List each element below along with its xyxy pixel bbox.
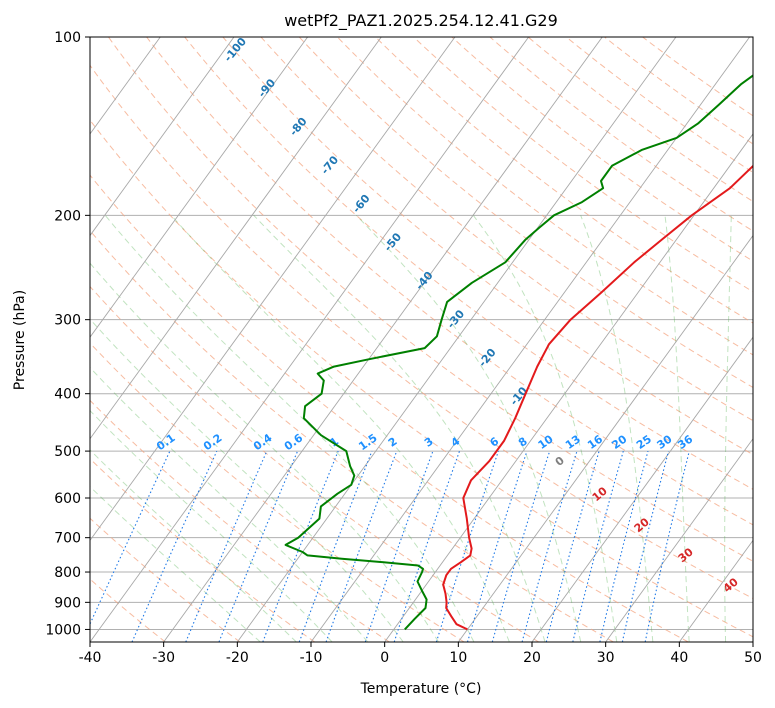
moist-adiabat-line (104, 214, 475, 642)
dry-adiabat-line (527, 37, 753, 203)
x-axis-label: Temperature (°C) (360, 681, 482, 697)
pressure-grid (90, 37, 753, 630)
mixing-ratio-line (621, 450, 670, 642)
mixing-ratio-line (218, 450, 299, 642)
x-tick-label: 0 (380, 650, 389, 666)
isotherm-line (90, 37, 456, 542)
mixing-ratio-lines (90, 450, 690, 642)
mixing-ratio-line (325, 450, 398, 642)
isotherm-line (163, 37, 603, 642)
plot-background (90, 37, 753, 642)
dry-adiabat-line (451, 37, 753, 262)
moist-adiabat-line (664, 215, 690, 642)
dry-adiabat-line (90, 64, 753, 600)
mixing-ratio-line (298, 450, 373, 642)
plot-frame (89, 36, 754, 643)
dry-adiabat-line (184, 37, 753, 490)
mixing-ratio-line (435, 450, 499, 642)
dry-adiabat-line (298, 37, 753, 389)
dry-adiabat-line (337, 37, 753, 356)
x-tick-label: 30 (597, 650, 615, 666)
dry-adiabat-line (90, 285, 540, 642)
mixing-ratio-line (131, 450, 218, 642)
y-tick-label: 400 (54, 387, 81, 403)
mixing-ratio-line (599, 450, 649, 642)
moist-adiabat-line (253, 214, 546, 642)
y-axis-label: Pressure (hPa) (12, 290, 28, 390)
x-tick-label: -20 (226, 650, 249, 666)
dry-adiabat-line (565, 37, 753, 174)
x-tick-label: -10 (300, 650, 323, 666)
temperature-profile-line (442, 164, 753, 631)
dry-adiabat-line (222, 37, 753, 456)
mixing-ratio-line (644, 450, 690, 642)
moist-adiabat-line (355, 214, 582, 642)
y-tick-label: 500 (54, 444, 81, 460)
moist-adiabat-line (90, 262, 439, 642)
isotherm-line (752, 641, 753, 642)
y-tick-label: 900 (54, 595, 81, 611)
mixing-ratio-line (545, 450, 600, 642)
mixing-ratio-line (393, 450, 461, 642)
moist-adiabat-line (724, 215, 732, 642)
moist-adiabat-line (90, 449, 297, 642)
y-tick-label: 800 (54, 565, 81, 581)
mixing-ratio-line (466, 450, 528, 642)
moist-adiabat-line (90, 318, 404, 642)
dry-adiabat-line (260, 37, 753, 422)
isotherm-line (457, 234, 753, 642)
moist-adiabat-line (580, 215, 654, 642)
isotherm-line (90, 37, 235, 237)
x-tick-label: 10 (449, 650, 467, 666)
dry-adiabat-line (90, 399, 390, 642)
isotherm-line (605, 438, 753, 642)
x-tick-label: 50 (744, 650, 762, 666)
isotherm-line (90, 37, 382, 440)
isotherm-line (0, 37, 13, 642)
plot-area: 0.1 0.2 0.4 0.6 1 1.5 2 3 4 6 8 10 13 16 20 25 30 36-100-… (0, 37, 753, 642)
moist-adiabat-line (472, 215, 618, 642)
chart-title: wetPf2_PAZ1.2025.254.12.41.G29 (284, 11, 558, 31)
x-axis-ticks: -40 -30 -20 -10 0 10 20 30 40 50 (79, 642, 762, 666)
isotherm-line (678, 539, 753, 642)
mixing-ratio-line (572, 450, 624, 642)
x-tick-label: 40 (670, 650, 688, 666)
mixing-ratio-line (262, 450, 339, 642)
moist-adiabats (90, 214, 732, 642)
mixing-ratio-line (521, 450, 578, 642)
dry-adiabat-line (489, 37, 753, 232)
dry-adiabats (90, 37, 753, 642)
isotherm-line (90, 37, 529, 642)
sounding-profiles (284, 74, 753, 631)
dry-adiabat-line (90, 119, 753, 638)
moist-adiabat-line (90, 409, 333, 642)
x-tick-label: 20 (523, 650, 541, 666)
dry-adiabat-line (90, 229, 614, 642)
y-tick-label: 200 (54, 208, 81, 224)
y-tick-label: 100 (54, 30, 81, 46)
mixing-ratio-line (364, 450, 434, 642)
x-tick-label: -40 (79, 650, 102, 666)
x-tick-label: -30 (152, 650, 175, 666)
y-tick-label: 600 (54, 491, 81, 507)
isotherm-line (236, 37, 677, 642)
dry-adiabat-line (146, 37, 753, 526)
moist-adiabat-line (90, 485, 261, 642)
y-axis-ticks: 100 200 300 400 500 600 700 800 900 1000 (45, 30, 90, 638)
y-tick-label: 300 (54, 313, 81, 329)
isotherm-line (531, 336, 753, 642)
dry-adiabat-line (90, 517, 241, 642)
moist-adiabat-line (170, 214, 510, 642)
isotherm-line (90, 37, 308, 338)
dry-adiabat-line (107, 37, 753, 562)
isotherm-line (384, 133, 753, 642)
y-tick-label: 700 (54, 531, 81, 547)
mixing-ratio-line (185, 450, 268, 642)
dewpoint-profile-line (284, 74, 753, 631)
y-tick-label: 1000 (45, 622, 81, 638)
mixing-ratio-line (491, 450, 551, 642)
skewed-isotherms (0, 37, 753, 642)
dry-adiabat-line (604, 37, 753, 145)
